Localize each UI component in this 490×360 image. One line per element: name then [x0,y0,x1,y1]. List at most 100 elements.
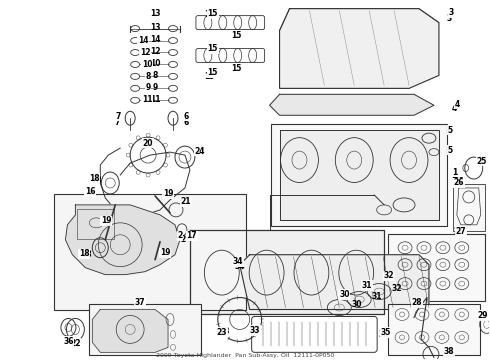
Text: 9: 9 [146,83,151,92]
Text: 24: 24 [195,147,205,156]
Text: 36: 36 [63,337,74,346]
Text: 8: 8 [152,71,158,80]
Text: 26: 26 [454,179,464,188]
FancyBboxPatch shape [388,234,485,301]
Text: 34: 34 [235,262,245,271]
Text: 16: 16 [85,188,96,197]
Text: 3: 3 [448,8,453,17]
Polygon shape [66,205,180,275]
Text: 14: 14 [150,35,160,44]
Text: 26: 26 [454,177,464,186]
Text: 15: 15 [232,31,242,40]
Text: 9: 9 [152,83,158,92]
Text: 15: 15 [205,72,215,81]
Text: 19: 19 [101,216,112,225]
Text: 19: 19 [160,250,170,259]
Text: 19: 19 [163,189,173,198]
Polygon shape [270,94,434,115]
Text: 29: 29 [477,311,488,320]
Polygon shape [92,310,168,352]
Text: 15: 15 [208,9,218,18]
FancyBboxPatch shape [89,303,201,355]
Text: 36: 36 [63,337,74,346]
FancyBboxPatch shape [388,303,480,355]
Text: 15: 15 [208,68,218,77]
FancyBboxPatch shape [453,184,485,231]
Text: 19: 19 [160,248,170,257]
Text: 2009 Toyota Highlander  Pan Sub-Assy, Oil  12111-0P050: 2009 Toyota Highlander Pan Sub-Assy, Oil… [156,353,334,358]
Text: 15: 15 [232,64,242,73]
Text: 5: 5 [446,148,451,157]
FancyBboxPatch shape [54,194,245,310]
Text: 38: 38 [443,347,454,356]
Text: 22: 22 [70,339,81,348]
Text: 16: 16 [85,188,96,197]
Polygon shape [240,255,429,310]
Text: 32: 32 [384,271,394,280]
Text: 35: 35 [379,330,390,339]
Text: 27: 27 [454,227,464,236]
Text: 37: 37 [135,298,146,307]
Text: 25: 25 [478,156,488,165]
Text: 28: 28 [412,298,422,307]
Text: 23: 23 [220,327,230,336]
Text: 8: 8 [146,72,151,81]
Text: 19: 19 [102,219,113,228]
Text: 10: 10 [142,60,152,69]
Text: 23: 23 [217,328,227,337]
Text: 11: 11 [142,95,152,104]
Text: 35: 35 [381,328,392,337]
Text: 12: 12 [140,48,150,57]
Text: 20: 20 [143,139,153,148]
Text: 15: 15 [205,10,215,19]
Text: 1: 1 [452,167,458,176]
Text: 21: 21 [180,199,190,208]
Text: 18: 18 [79,249,90,258]
Polygon shape [190,230,384,315]
Text: 14: 14 [138,36,148,45]
Text: 2: 2 [177,231,183,240]
Text: 5: 5 [447,126,452,135]
Text: 17: 17 [187,231,197,240]
Text: 20: 20 [143,139,153,148]
Text: 38: 38 [443,347,454,356]
Text: 18: 18 [81,250,92,259]
Text: 6: 6 [183,112,189,121]
Text: 13: 13 [150,23,160,32]
Polygon shape [280,130,439,220]
Text: 27: 27 [456,227,466,236]
Text: 33: 33 [250,325,261,334]
Text: 1: 1 [451,171,457,180]
Text: 34: 34 [232,257,243,266]
Text: 22: 22 [70,340,81,349]
Polygon shape [280,9,439,88]
Text: 18: 18 [89,174,99,183]
Text: 11: 11 [150,95,160,104]
Text: 3: 3 [446,14,451,23]
Text: 17: 17 [187,232,197,241]
Text: 4: 4 [451,104,457,113]
Text: 7: 7 [116,112,121,121]
Text: 29: 29 [477,311,488,320]
Text: 2: 2 [180,235,186,244]
Text: 5: 5 [446,128,451,137]
Text: 37: 37 [135,298,146,307]
Text: 5: 5 [447,145,452,154]
Text: 15: 15 [208,44,218,53]
Text: 21: 21 [181,197,191,206]
Text: 19: 19 [163,192,173,201]
Text: 25: 25 [477,157,487,166]
Text: 10: 10 [150,59,160,68]
Text: 4: 4 [454,100,460,109]
Text: 30: 30 [339,290,349,299]
Text: 24: 24 [195,148,205,157]
Text: 32: 32 [392,284,402,293]
Text: 18: 18 [91,176,101,185]
Text: 28: 28 [412,298,422,307]
Text: 31: 31 [372,292,382,301]
Text: 30: 30 [352,300,363,309]
Text: 7: 7 [115,118,120,127]
Text: 33: 33 [249,326,260,335]
Text: 31: 31 [362,281,372,290]
Text: 13: 13 [150,9,160,18]
